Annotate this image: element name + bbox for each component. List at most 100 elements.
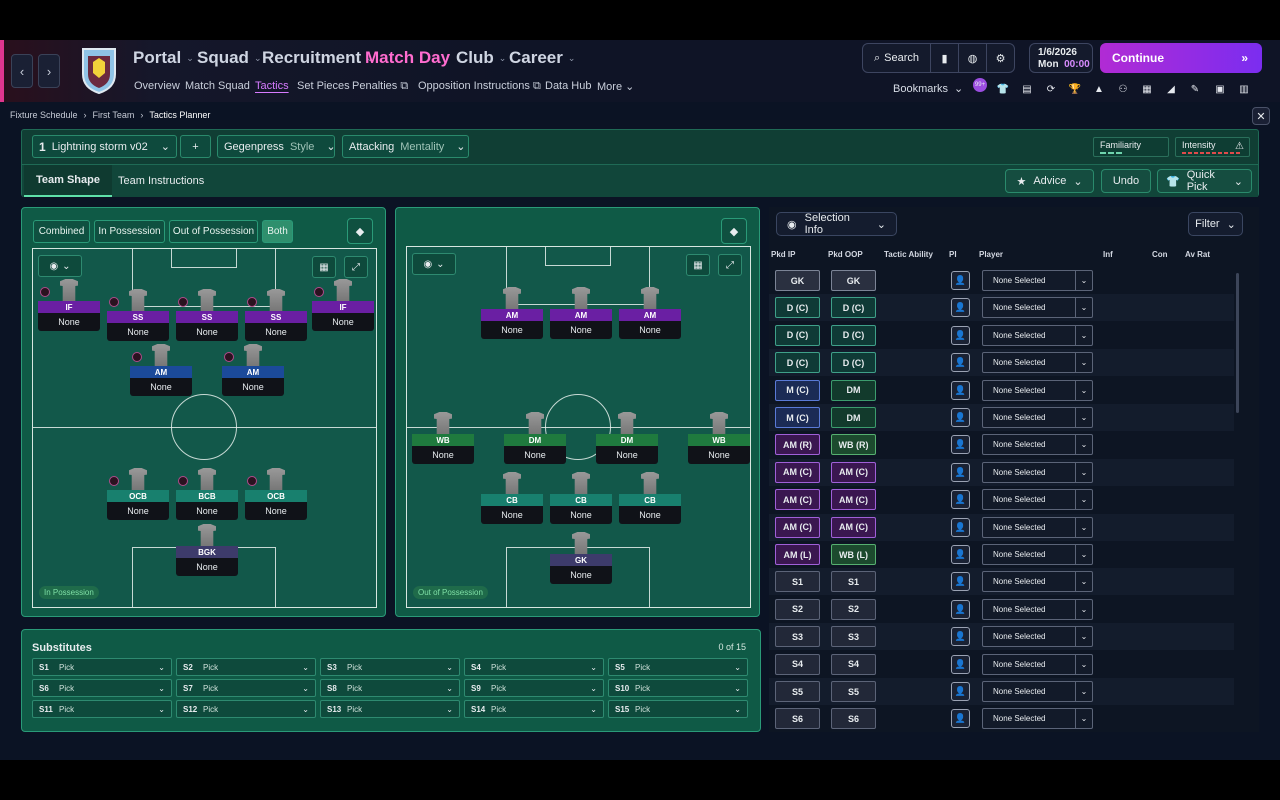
view-both[interactable]: Both bbox=[262, 220, 293, 243]
player-instructions-button[interactable]: 👤 bbox=[951, 627, 970, 647]
nav-career[interactable]: Career ⌄ bbox=[509, 48, 575, 68]
picked-ip-position[interactable]: S4 bbox=[775, 653, 820, 675]
bookmark-button[interactable]: ▮ bbox=[931, 44, 959, 72]
picked-oop-position[interactable]: S1 bbox=[831, 571, 876, 593]
inbox-icon[interactable]: ▥ bbox=[1239, 83, 1249, 95]
cone-icon[interactable]: ▲ bbox=[1094, 83, 1104, 95]
style-dropdown[interactable]: Gegenpress Style ⌄ bbox=[217, 135, 336, 158]
substitute-slot[interactable]: S1 Pick ⌄ bbox=[32, 658, 172, 676]
add-tactic-button[interactable]: + bbox=[180, 135, 211, 158]
player-select[interactable]: None Selected ⌄ bbox=[982, 626, 1093, 648]
picked-oop-position[interactable]: DM bbox=[831, 379, 876, 401]
nav-club[interactable]: Club ⌄ bbox=[456, 48, 506, 68]
substitute-slot[interactable]: S2 Pick ⌄ bbox=[176, 658, 316, 676]
picked-ip-position[interactable]: AM (R) bbox=[775, 434, 820, 456]
picked-ip-position[interactable]: AM (C) bbox=[775, 461, 820, 483]
player-select[interactable]: None Selected ⌄ bbox=[982, 571, 1093, 593]
subnav-set-pieces[interactable]: Set Pieces bbox=[297, 80, 350, 92]
view-combined[interactable]: Combined bbox=[33, 220, 90, 243]
people-icon[interactable]: ⚇ bbox=[1118, 83, 1128, 95]
nav-portal[interactable]: Portal ⌄ bbox=[133, 48, 194, 68]
player-select[interactable]: None Selected ⌄ bbox=[982, 516, 1093, 538]
player-card[interactable]: GK None bbox=[550, 532, 612, 588]
player-card[interactable]: WB None bbox=[412, 412, 474, 468]
col-av-rat[interactable]: Av Rat bbox=[1185, 250, 1211, 259]
substitute-slot[interactable]: S9 Pick ⌄ bbox=[464, 679, 604, 697]
grid-toggle[interactable]: ▦ bbox=[686, 254, 710, 276]
picked-oop-position[interactable]: DM bbox=[831, 407, 876, 428]
player-instructions-button[interactable]: 👤 bbox=[951, 490, 970, 510]
substitute-slot[interactable]: S15 Pick ⌄ bbox=[608, 700, 748, 718]
player-select[interactable]: None Selected ⌄ bbox=[982, 297, 1093, 319]
player-select[interactable]: None Selected ⌄ bbox=[982, 598, 1093, 620]
nav-recruitment[interactable]: Recruitment ⌄ bbox=[262, 48, 374, 68]
quick-pick-button[interactable]: 👕 Quick Pick ⌄ bbox=[1157, 169, 1252, 193]
player-card[interactable]: OCB None bbox=[107, 468, 169, 524]
player-card[interactable]: BCB None bbox=[176, 468, 238, 524]
substitute-slot[interactable]: S10 Pick ⌄ bbox=[608, 679, 748, 697]
player-instructions-button[interactable]: 👤 bbox=[951, 353, 970, 373]
substitute-slot[interactable]: S6 Pick ⌄ bbox=[32, 679, 172, 697]
player-select[interactable]: None Selected ⌄ bbox=[982, 461, 1093, 483]
substitute-slot[interactable]: S7 Pick ⌄ bbox=[176, 679, 316, 697]
subnav-data-hub[interactable]: Data Hub bbox=[545, 80, 592, 92]
scout-icon[interactable]: ✎ bbox=[1190, 83, 1200, 95]
subnav-match-squad[interactable]: Match Squad bbox=[185, 80, 250, 92]
calendar-icon[interactable]: ▣ bbox=[1215, 83, 1225, 95]
player-card[interactable]: IF None bbox=[312, 279, 374, 335]
col-inf[interactable]: Inf bbox=[1103, 250, 1113, 259]
picked-oop-position[interactable]: GK bbox=[831, 270, 876, 291]
subnav-opposition-instructions[interactable]: Opposition Instructions ⧉ bbox=[418, 80, 541, 93]
player-card[interactable]: IF None bbox=[38, 279, 100, 335]
picked-ip-position[interactable]: S6 bbox=[775, 708, 820, 730]
picked-oop-position[interactable]: S6 bbox=[831, 708, 876, 730]
player-select[interactable]: None Selected ⌄ bbox=[982, 681, 1093, 702]
picked-oop-position[interactable]: D (C) bbox=[831, 297, 876, 319]
player-card[interactable]: SS None bbox=[176, 289, 238, 345]
globe-button[interactable]: ◍ bbox=[959, 44, 987, 72]
formation-options-button[interactable]: ◆ bbox=[347, 218, 373, 244]
player-card[interactable]: AM None bbox=[481, 287, 543, 343]
player-instructions-button[interactable]: 👤 bbox=[951, 654, 970, 674]
view-in-possession[interactable]: In Possession bbox=[94, 220, 165, 243]
document-icon[interactable]: ▤ bbox=[1022, 83, 1032, 95]
picked-oop-position[interactable]: S2 bbox=[831, 598, 876, 620]
breadcrumb-item[interactable]: Fixture Schedule bbox=[10, 110, 78, 120]
tab-team-instructions[interactable]: Team Instructions bbox=[118, 175, 205, 187]
player-select[interactable]: None Selected ⌄ bbox=[982, 270, 1093, 291]
picked-ip-position[interactable]: S1 bbox=[775, 571, 820, 593]
picked-ip-position[interactable]: M (C) bbox=[775, 379, 820, 401]
shirt-icon[interactable]: 👕 bbox=[996, 83, 1010, 95]
player-select[interactable]: None Selected ⌄ bbox=[982, 708, 1093, 730]
breadcrumb-item[interactable]: First Team bbox=[92, 110, 135, 120]
player-instructions-button[interactable]: 👤 bbox=[951, 271, 970, 290]
picked-oop-position[interactable]: WB (R) bbox=[831, 434, 876, 456]
picked-ip-position[interactable]: M (C) bbox=[775, 407, 820, 428]
subnav-penalties[interactable]: Penalties ⧉ bbox=[352, 80, 408, 93]
bookmarks-dropdown[interactable]: Bookmarks ⌄ bbox=[893, 82, 963, 96]
mentality-dropdown[interactable]: Attacking Mentality ⌄ bbox=[342, 135, 469, 158]
search-button[interactable]: ⌕ Search bbox=[863, 44, 931, 72]
picked-ip-position[interactable]: D (C) bbox=[775, 324, 820, 346]
col-pkd-ip[interactable]: Pkd IP bbox=[771, 250, 796, 259]
player-select[interactable]: None Selected ⌄ bbox=[982, 324, 1093, 346]
substitute-slot[interactable]: S14 Pick ⌄ bbox=[464, 700, 604, 718]
player-instructions-button[interactable]: 👤 bbox=[951, 572, 970, 592]
subnav-overview[interactable]: Overview bbox=[134, 80, 180, 92]
player-instructions-button[interactable]: 👤 bbox=[951, 517, 970, 537]
player-card[interactable]: CB None bbox=[481, 472, 543, 528]
picked-oop-position[interactable]: WB (L) bbox=[831, 544, 876, 565]
picked-ip-position[interactable]: AM (C) bbox=[775, 489, 820, 511]
substitute-slot[interactable]: S13 Pick ⌄ bbox=[320, 700, 460, 718]
player-instructions-button[interactable]: 👤 bbox=[951, 682, 970, 701]
col-con[interactable]: Con bbox=[1152, 250, 1168, 259]
grid-toggle[interactable]: ▦ bbox=[312, 256, 336, 278]
player-instructions-button[interactable]: 👤 bbox=[951, 462, 970, 482]
expand-toggle[interactable]: ⤢ bbox=[718, 254, 742, 276]
forward-button[interactable]: › bbox=[38, 54, 60, 88]
nav-match-day[interactable]: Match Day ⌄ bbox=[365, 48, 463, 68]
substitute-slot[interactable]: S8 Pick ⌄ bbox=[320, 679, 460, 697]
close-button[interactable]: ✕ bbox=[1252, 107, 1270, 125]
player-instructions-button[interactable]: 👤 bbox=[951, 709, 970, 729]
subnav-tactics[interactable]: Tactics bbox=[255, 80, 289, 92]
